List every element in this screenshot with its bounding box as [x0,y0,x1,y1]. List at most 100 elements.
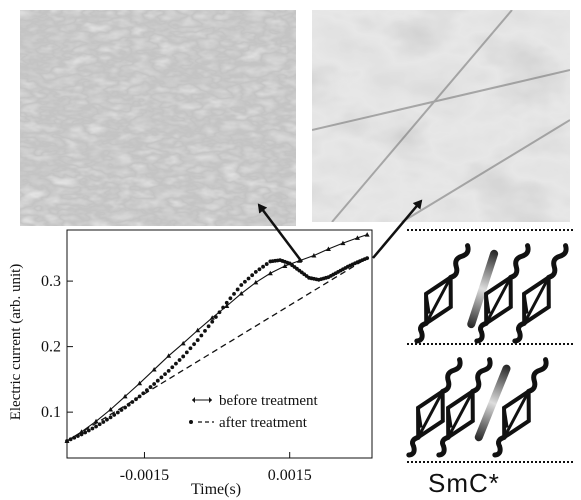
plot-frame [66,229,373,459]
series-after-point [261,264,265,269]
series-after-point [239,283,244,287]
series-before-point [122,393,128,399]
series-before-point [195,327,201,333]
series-after-point [181,354,186,359]
series-after-point [217,310,222,315]
series-after-point [65,439,69,443]
series-after-point [206,324,211,329]
chart-ticks: -0.0015 0.0015 0.1 0.2 0.3 [41,273,312,484]
phase-label: SmC* [428,468,500,498]
series-before-point [253,279,259,285]
series-after-point [365,256,370,261]
series-after-point [115,410,120,415]
series-after-point [232,291,236,296]
molecule-icon [464,239,539,348]
series-after-point [134,397,138,402]
series-after-point [250,273,255,278]
series-after-point [112,413,117,417]
series-after-point [101,420,106,424]
series-before-point [311,253,317,258]
series-after-point [163,372,167,377]
series-after-point [123,405,127,410]
series-after-point [210,319,215,324]
series-before-point [151,367,157,372]
series-after-point [144,388,149,393]
molecule-icon [502,239,577,348]
legend: before treatment after treatment [189,393,319,431]
series-after-point [83,430,88,435]
series-before-point [79,429,85,434]
series-after-point [126,402,131,407]
series-before-point [180,340,186,346]
arrow-icon [257,203,303,263]
series-after-point [170,365,175,370]
series-before-point [267,270,273,276]
y-axis-label: Electric current (arb. unit) [8,264,24,421]
x-tick-label: 0.0015 [268,467,312,484]
smc-molecule-schematic [405,229,581,470]
y-tick-label: 0.3 [41,273,61,290]
series-before-point [108,407,114,412]
x-tick-label: -0.0015 [120,467,169,484]
series-before-point [209,315,215,320]
series-before-point [354,235,360,240]
micrograph-after [312,10,570,222]
series-after-point [192,342,196,347]
series-after-point [221,305,226,310]
series-after-point [199,333,204,338]
series-after-point [141,391,146,396]
series-after-point [155,378,160,383]
series-after-point [119,408,124,412]
series-after-point [195,338,200,342]
micrograph-before [20,10,296,226]
legend-label-before: before treatment [219,393,319,409]
series-after-point [79,432,84,437]
series-after-point [159,375,164,380]
series-after-point [264,262,269,266]
series-after-point [75,434,80,438]
series-after-point [257,267,262,272]
series-before-point [137,380,143,386]
series-after-point [174,361,178,366]
series-before-point [166,353,172,358]
series-after-point [72,435,77,440]
legend-item-after: after treatment [189,415,308,431]
series-after-point [235,287,240,292]
y-tick-label: 0.1 [41,404,61,421]
series-after-point [203,328,207,333]
series-after-point [68,437,73,442]
series-after-point [148,385,153,389]
series-before-point [224,303,230,308]
series-after-point [243,279,247,284]
current-vs-time-chart: -0.0015 0.0015 0.1 0.2 0.3 Electric current … [8,229,373,498]
series-before-point [364,232,370,237]
series-after-point [97,422,102,427]
series-after-point [130,400,135,404]
series-before-point [340,240,346,246]
legend-label-after: after treatment [219,415,308,431]
series-after-point [105,417,109,422]
series-after-point [86,428,91,433]
molecule-icon [405,239,480,348]
x-axis-label: Time(s) [191,481,241,498]
series-after-point [166,368,171,373]
legend-item-before: before treatment [192,393,319,409]
series-after-point [152,382,157,386]
series-before-point [282,263,288,269]
series-after-point [184,350,189,355]
series-after-point [224,300,229,305]
series-after-point [246,276,251,281]
molecule-icon [467,249,499,329]
y-tick-label: 0.2 [41,339,61,356]
molecule-icon [474,364,511,442]
series-before-point [93,418,99,424]
series-before-point [325,246,331,251]
series-after-point [94,424,98,429]
series-after-point [253,270,258,274]
series-before-point [238,291,244,296]
series-after-point [90,426,95,431]
chart-marks [64,232,370,443]
series-after-point [213,315,218,319]
series-after-point [108,415,113,420]
